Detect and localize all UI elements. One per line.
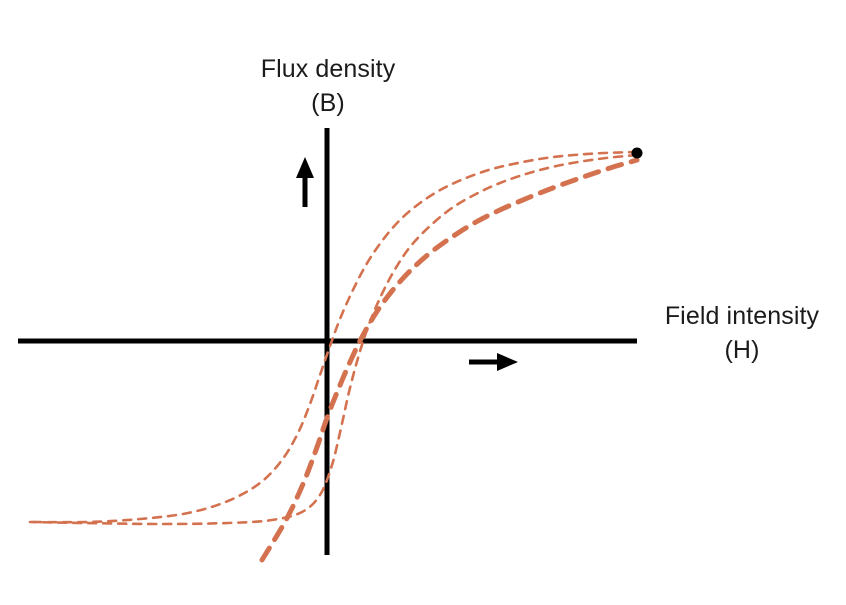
y-axis-label: Flux density (B) [183, 52, 473, 120]
x-axis-label-symbol: (H) [724, 336, 760, 364]
curves-group [28, 150, 640, 563]
direction-arrows-group [296, 157, 518, 371]
y-direction-arrow-icon [296, 157, 314, 207]
y-axis-label-symbol: (B) [311, 89, 345, 117]
curve-initial-magnetization [259, 157, 640, 563]
saturation-point-dot [631, 147, 643, 159]
curve-upper-return-branch [28, 150, 639, 524]
x-direction-arrow-icon [469, 353, 518, 371]
axes-group [18, 128, 637, 555]
x-axis-label-name: Field intensity [664, 302, 820, 330]
y-axis-label-name: Flux density [260, 55, 396, 83]
x-axis-label: Field intensity (H) [638, 299, 846, 367]
